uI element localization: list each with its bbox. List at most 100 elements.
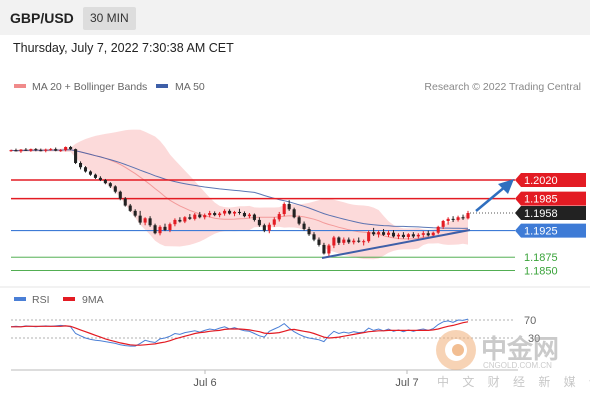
price-tag-1.1925 <box>515 223 586 238</box>
bollinger-fill <box>11 129 468 260</box>
price-tag-1.2020 <box>515 173 586 187</box>
candle-body <box>88 171 93 175</box>
candle-body <box>74 149 78 163</box>
candle-body <box>133 210 137 216</box>
copyright-text: Research © 2022 Trading Central <box>424 81 581 93</box>
price-levels <box>11 179 515 271</box>
candle-body <box>441 220 445 227</box>
candlesticks <box>9 145 470 257</box>
candle-body <box>19 149 23 152</box>
candle-body <box>436 226 440 233</box>
candle-body <box>143 218 147 223</box>
candle-body <box>193 214 197 219</box>
candle-body <box>44 149 48 151</box>
candle-body <box>69 147 73 150</box>
candle-body <box>59 150 63 152</box>
candle-body <box>327 245 331 254</box>
candle-body <box>232 211 237 214</box>
candle-body <box>14 150 18 152</box>
candle-body <box>34 149 38 151</box>
candle-body <box>79 162 83 168</box>
candle-body <box>203 215 207 218</box>
x-axis: Jul 6 Jul 7 <box>193 370 419 389</box>
candle-body <box>153 225 157 234</box>
candle-body <box>406 234 410 237</box>
candle-body <box>307 228 311 235</box>
candle-body <box>29 149 33 151</box>
ma20-legend-label: MA 20 + Bollinger Bands <box>32 81 147 93</box>
candle-body <box>292 209 296 218</box>
candle-body <box>213 213 217 216</box>
candle-body <box>218 213 222 216</box>
candle-body <box>228 210 232 214</box>
target-arrow-head <box>498 179 514 194</box>
candle-body <box>24 149 28 151</box>
price-tag-1.1985 <box>515 191 586 206</box>
candle-body <box>362 241 366 243</box>
ma50-line <box>10 149 469 229</box>
candle-body <box>173 219 177 225</box>
ma50-legend-label: MA 50 <box>175 81 205 93</box>
candle-body <box>198 214 202 218</box>
svg-text:中 文 财 经 新 媒 体: 中 文 财 经 新 媒 体 <box>437 374 590 389</box>
candle-body <box>342 239 346 243</box>
candle-body <box>178 219 182 222</box>
candle-body <box>287 203 291 210</box>
candle-body <box>277 214 281 220</box>
bollinger-bands <box>11 129 468 260</box>
candle-body <box>148 218 152 226</box>
candle-body <box>272 219 276 225</box>
level-label-1.1875: 1.1875 <box>524 252 558 264</box>
candle-body <box>431 232 435 236</box>
candle-body <box>168 224 172 231</box>
rsi-panel: 70 30 <box>10 315 540 347</box>
candle-body <box>118 191 122 199</box>
candle-body <box>208 213 212 216</box>
trend-line <box>321 229 471 259</box>
target-arrow <box>475 185 507 212</box>
candle-body <box>421 233 425 235</box>
candle-body <box>183 217 187 222</box>
candle-body <box>113 186 117 192</box>
candle-body <box>372 232 376 235</box>
candle-body <box>223 210 227 214</box>
candle-body <box>103 180 107 184</box>
ma9-legend-swatch <box>63 297 75 301</box>
candle-body <box>302 223 306 229</box>
rsi-ma9-line <box>11 321 469 346</box>
candle-body <box>386 232 391 235</box>
candle-body <box>357 240 361 242</box>
price-tag-1.1958 <box>515 206 586 220</box>
candle-body <box>158 226 162 234</box>
candle-body <box>337 237 341 243</box>
candle-body <box>312 234 316 240</box>
candle-body <box>138 215 142 223</box>
candle-body <box>377 232 381 235</box>
candle-body <box>108 183 112 187</box>
symbol-title: GBP/USD <box>10 10 74 26</box>
x-tick-label: Jul 7 <box>395 377 418 389</box>
candle-body <box>237 211 242 213</box>
chart-timestamp: Thursday, July 7, 2022 7:30:38 AM CET <box>13 41 234 55</box>
rsi-line <box>10 318 469 347</box>
x-tick-label: Jul 6 <box>193 377 216 389</box>
candle-body <box>382 232 386 235</box>
candle-body <box>416 234 420 237</box>
candle-body <box>401 234 405 237</box>
candle-body <box>252 214 256 220</box>
candle-body <box>9 150 13 152</box>
ma50-legend-swatch <box>156 84 168 88</box>
candle-body <box>411 234 415 237</box>
price-tag-text-1.1958: 1.1958 <box>524 208 558 220</box>
candle-body <box>461 217 465 219</box>
candle-body <box>396 234 400 237</box>
timeframe-badge[interactable]: 30 MIN <box>83 7 136 30</box>
candle-body <box>426 233 430 236</box>
candle-body <box>451 218 455 220</box>
chart-header: GBP/USD 30 MIN <box>0 0 590 35</box>
candle-body <box>317 239 321 245</box>
price-tag-text-1.1985: 1.1985 <box>524 194 558 206</box>
ma9-legend-label: 9MA <box>82 294 104 306</box>
candle-body <box>456 217 460 220</box>
